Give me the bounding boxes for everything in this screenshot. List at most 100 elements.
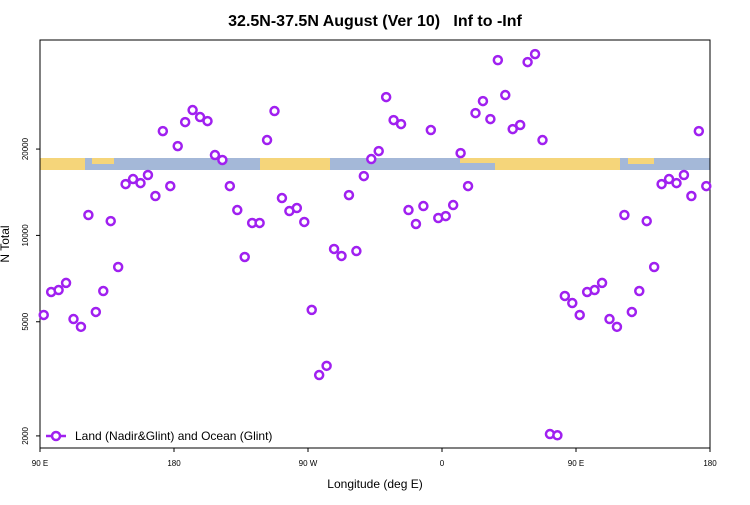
data-point (634, 285, 645, 297)
y-tick-label: 2000 (21, 426, 30, 444)
data-point (172, 140, 183, 152)
data-point (671, 177, 682, 189)
data-point (559, 290, 571, 302)
data-point (142, 169, 154, 181)
x-tick-label: 180 (703, 459, 717, 468)
y-tick-label: 5000 (21, 312, 30, 330)
data-point (112, 261, 124, 273)
data-point (366, 153, 377, 165)
data-point (127, 173, 139, 185)
data-point (90, 306, 102, 318)
x-tick-label: 0 (440, 459, 445, 468)
data-point (75, 321, 87, 333)
data-point (135, 177, 146, 189)
data-point (440, 210, 451, 222)
legend-marker (50, 430, 62, 442)
data-point (150, 190, 161, 202)
data-point (663, 173, 675, 185)
chart-title: 32.5N-37.5N August (Ver 10) Inf to -Inf (228, 13, 522, 30)
data-point (648, 261, 660, 273)
data-point (261, 134, 273, 146)
x-tick-label: 180 (167, 459, 181, 468)
data-point (425, 124, 437, 136)
data-point (105, 215, 116, 227)
land-band (460, 158, 495, 163)
data-point (373, 145, 384, 157)
data-point (507, 123, 518, 135)
data-point (254, 217, 265, 229)
data-point (529, 48, 541, 60)
data-point (552, 430, 563, 441)
y-axis-label: N Total (0, 225, 12, 262)
data-point (194, 111, 206, 123)
data-point (477, 95, 489, 107)
x-tick-label: 90 E (568, 459, 584, 468)
data-point (306, 304, 317, 316)
data-point (619, 209, 630, 221)
data-point (574, 309, 585, 321)
data-point (462, 180, 474, 192)
data-point (522, 56, 533, 68)
data-point (336, 250, 347, 262)
data-point (678, 169, 690, 181)
data-point (418, 200, 429, 212)
data-point (68, 313, 79, 325)
data-point (567, 297, 578, 309)
data-point (611, 321, 623, 333)
data-point (470, 107, 481, 119)
land-band (495, 158, 620, 170)
data-point (83, 209, 94, 221)
data-point (403, 204, 414, 216)
data-point (269, 105, 280, 117)
x-tick-label: 90 E (32, 459, 48, 468)
data-point (500, 89, 511, 101)
data-point (380, 91, 392, 103)
data-point (179, 116, 191, 128)
data-point (656, 178, 667, 190)
x-axis-label: Longitude (deg E) (327, 477, 422, 491)
data-point (291, 202, 303, 214)
data-point (299, 216, 310, 228)
legend: Land (Nadir&Glint) and Ocean (Glint) (46, 429, 272, 443)
data-point (60, 277, 72, 289)
data-point (217, 154, 228, 166)
data-point (358, 170, 370, 182)
data-point (157, 125, 169, 137)
data-point (641, 215, 652, 227)
y-tick-label: 20000 (21, 137, 30, 160)
data-point (447, 199, 459, 211)
data-point (596, 277, 608, 289)
data-point (395, 118, 407, 130)
land-band (40, 158, 85, 170)
data-point (209, 149, 221, 161)
data-point (514, 119, 526, 131)
data-point (202, 115, 213, 127)
data-point (224, 180, 236, 192)
x-tick-label: 90 W (299, 459, 318, 468)
data-point (388, 114, 399, 126)
data-point (120, 178, 131, 190)
data-point (328, 243, 340, 255)
y-tick-label: 10000 (21, 224, 30, 247)
land-band (260, 158, 330, 170)
data-point (276, 192, 288, 204)
land-band (92, 158, 114, 164)
data-point (232, 204, 243, 216)
data-point (187, 104, 198, 116)
data-point (313, 369, 325, 381)
data-point (589, 284, 600, 296)
data-point (351, 245, 362, 257)
data-point (410, 218, 422, 230)
data-point (98, 285, 109, 297)
land-ocean-strip (40, 158, 710, 170)
data-point (455, 147, 466, 159)
data-point (686, 190, 697, 202)
data-point (693, 125, 705, 137)
data-point (701, 180, 712, 192)
data-point (38, 309, 49, 321)
data-point (343, 189, 355, 201)
data-point (165, 180, 176, 192)
data-point (485, 113, 496, 125)
